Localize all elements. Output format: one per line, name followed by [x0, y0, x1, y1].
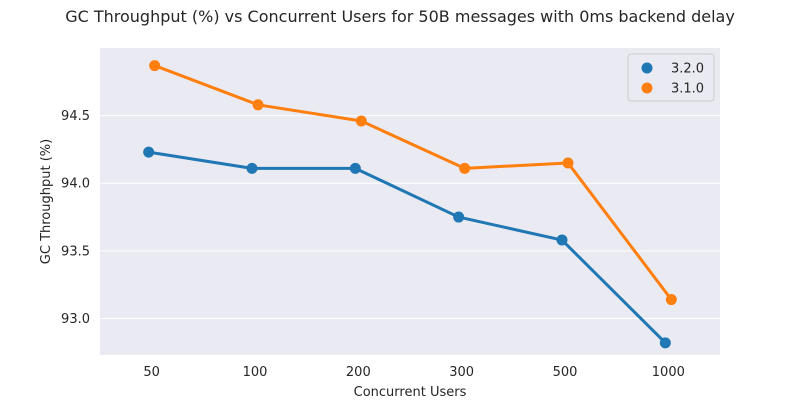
x-tick-label: 500	[553, 365, 578, 380]
data-point	[562, 157, 574, 169]
y-axis-label: GC Throughput (%)	[39, 139, 54, 264]
legend-marker	[641, 62, 653, 74]
legend-label: 3.2.0	[671, 62, 704, 77]
x-tick-label: 50	[143, 365, 160, 380]
data-point	[453, 211, 465, 223]
y-tick-label: 94.5	[61, 109, 90, 124]
y-tick-label: 93.5	[61, 244, 90, 259]
x-tick-label: 300	[449, 365, 474, 380]
y-tick-labels: 93.0 93.5 94.0 94.5	[61, 109, 90, 327]
series-line	[148, 150, 667, 344]
series-line	[154, 64, 673, 301]
data-point	[246, 162, 258, 174]
data-point	[459, 162, 471, 174]
series-layer	[143, 60, 677, 349]
data-point	[349, 162, 361, 174]
x-tick-labels: 50 100 200 300 500 1000	[143, 365, 684, 380]
data-point	[149, 60, 161, 72]
x-tick-label: 1000	[652, 365, 685, 380]
data-point	[659, 337, 671, 349]
series-3.2.0	[143, 146, 671, 349]
legend-marker	[641, 82, 653, 94]
chart-title: GC Throughput (%) vs Concurrent Users fo…	[65, 7, 735, 26]
x-tick-label: 100	[243, 365, 268, 380]
data-point	[143, 146, 155, 158]
x-tick-label: 200	[346, 365, 371, 380]
y-tick-label: 93.0	[61, 312, 90, 327]
data-point	[252, 99, 264, 111]
plot-area	[100, 48, 720, 355]
series-3.1.0	[149, 60, 677, 306]
legend-label: 3.1.0	[671, 82, 704, 97]
data-point	[556, 234, 568, 246]
x-axis-label: Concurrent Users	[354, 385, 467, 400]
data-point	[355, 115, 367, 127]
legend: 3.2.0 3.1.0	[627, 53, 715, 102]
grid-lines	[100, 115, 720, 319]
y-tick-label: 94.0	[61, 177, 90, 192]
data-point	[665, 294, 677, 306]
